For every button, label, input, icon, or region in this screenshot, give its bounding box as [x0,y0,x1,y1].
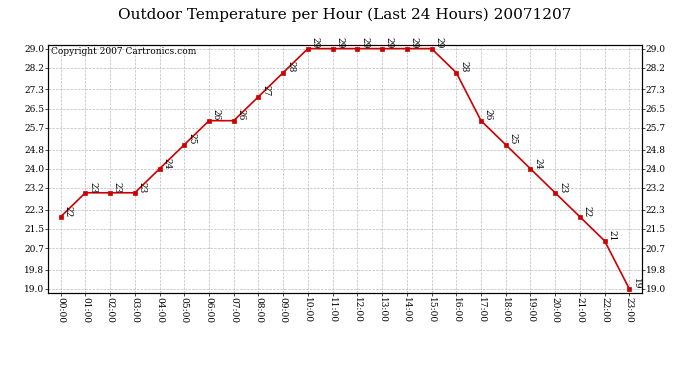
Text: 26: 26 [212,110,221,121]
Text: 25: 25 [187,134,196,145]
Text: 22: 22 [63,206,72,217]
Text: 29: 29 [360,38,369,49]
Text: 29: 29 [335,38,344,49]
Text: Copyright 2007 Cartronics.com: Copyright 2007 Cartronics.com [51,48,197,57]
Text: 26: 26 [237,110,246,121]
Text: 22: 22 [582,206,591,217]
Text: 23: 23 [113,182,122,193]
Text: 23: 23 [88,182,97,193]
Text: Outdoor Temperature per Hour (Last 24 Hours) 20071207: Outdoor Temperature per Hour (Last 24 Ho… [118,8,572,22]
Text: 27: 27 [262,86,270,97]
Text: 29: 29 [310,38,319,49]
Text: 21: 21 [607,230,616,241]
Text: 23: 23 [558,182,567,193]
Text: 29: 29 [385,38,394,49]
Text: 26: 26 [484,110,493,121]
Text: 24: 24 [162,158,171,169]
Text: 29: 29 [434,38,443,49]
Text: 28: 28 [459,62,468,73]
Text: 28: 28 [286,62,295,73]
Text: 24: 24 [533,158,542,169]
Text: 23: 23 [137,182,146,193]
Text: 25: 25 [509,134,518,145]
Text: 19: 19 [632,278,641,289]
Text: 29: 29 [410,38,419,49]
